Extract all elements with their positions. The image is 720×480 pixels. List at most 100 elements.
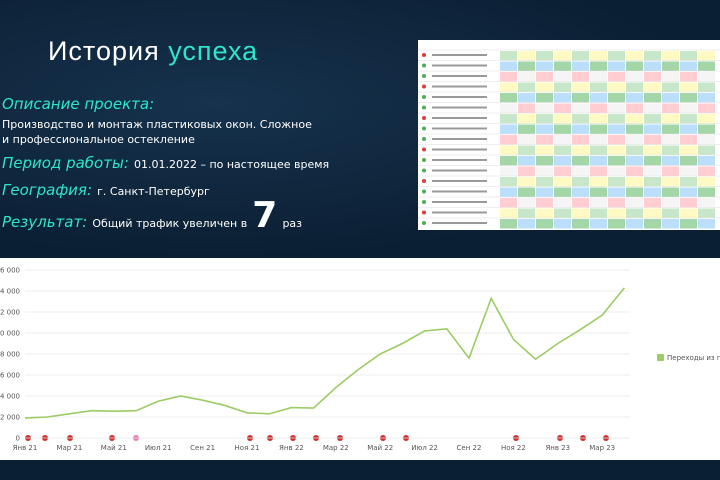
table-cell (662, 156, 679, 166)
table-cell (698, 93, 715, 103)
table-cell (518, 145, 535, 155)
table-cell (698, 145, 715, 155)
table-icon (422, 221, 426, 225)
table-cell (572, 145, 589, 155)
table-cell (698, 135, 715, 145)
number: 7 (252, 195, 278, 236)
table-cell (626, 103, 643, 113)
detail: География: г. Санкт-Петербург (2, 180, 402, 199)
table-cell (680, 208, 697, 218)
table-icon (422, 189, 426, 194)
table-cell (518, 198, 535, 208)
table-cell (662, 93, 679, 103)
table-cell (680, 61, 697, 71)
table-cell (698, 198, 715, 208)
table-icon (422, 158, 426, 162)
table-cell (590, 103, 607, 113)
table-cell (608, 72, 625, 82)
table-cell (500, 219, 517, 229)
table-cell (662, 208, 679, 218)
table-cell (608, 166, 625, 176)
table-cell (536, 61, 553, 71)
table-cell (500, 103, 517, 113)
table-cell (500, 124, 517, 134)
y-tick-label: 14 000 (0, 288, 20, 296)
table-text (432, 75, 487, 77)
table-cell (644, 103, 661, 113)
table-cell (536, 82, 553, 92)
table-cell (500, 177, 517, 187)
table-cell (518, 124, 535, 134)
table-cell (644, 114, 661, 124)
table-icon (422, 137, 426, 141)
table-cell (536, 114, 553, 124)
table-cell (680, 198, 697, 208)
table-cell (698, 124, 715, 134)
table-cell (590, 114, 607, 124)
table-cell (590, 93, 607, 103)
table-cell (644, 135, 661, 145)
table-cell (626, 93, 643, 103)
detail: Период работы: 01.01.2022 – по настоящее… (2, 153, 402, 172)
table-cell (680, 124, 697, 134)
y-tick-label: 12 000 (0, 309, 20, 317)
table-cell (680, 51, 697, 61)
y-tick-label: 0 (16, 435, 20, 443)
legend-swatch (657, 354, 664, 361)
table-cell (554, 166, 571, 176)
table-cell (680, 145, 697, 155)
table-text (432, 64, 487, 67)
table-text (432, 190, 487, 193)
table-cell (554, 93, 571, 103)
table-cell (554, 51, 571, 61)
table-cell (590, 219, 607, 229)
table-screenshot (418, 40, 720, 230)
table-cell (662, 72, 679, 82)
table-cell (626, 51, 643, 61)
table-cell (608, 187, 625, 197)
table-cell (536, 208, 553, 218)
table-cell (572, 177, 589, 187)
table-text (432, 180, 487, 182)
table-cell (680, 156, 697, 166)
x-tick-label: Мар 22 (323, 444, 349, 452)
y-tick-label: 16 000 (0, 267, 20, 275)
table-cell (680, 72, 697, 82)
table-icon (422, 210, 426, 215)
table-cell (572, 198, 589, 208)
table-cell (500, 93, 517, 103)
table-cell (536, 156, 553, 166)
y-tick-label: 2 000 (0, 414, 20, 422)
table-cell (608, 51, 625, 61)
table-cell (500, 114, 517, 124)
table-cell (554, 124, 571, 134)
table-text (432, 148, 487, 151)
table-cell (518, 114, 535, 124)
x-tick-label: Янв 21 (13, 444, 38, 452)
table-cell (680, 166, 697, 176)
table-cell (698, 103, 715, 113)
x-tick-label: Сен 22 (457, 444, 482, 452)
table-cell (536, 177, 553, 187)
table-icon (422, 63, 426, 68)
table-cell (662, 103, 679, 113)
table-cell (518, 187, 535, 197)
text: раз (282, 217, 303, 230)
table-cell (608, 114, 625, 124)
table-cell (536, 198, 553, 208)
table-cell (518, 103, 535, 113)
table-cell (572, 187, 589, 197)
table-cell (608, 198, 625, 208)
table-text (432, 106, 487, 109)
table-cell (662, 114, 679, 124)
table-icon (422, 147, 426, 152)
table-icon (422, 105, 426, 110)
table-cell (500, 166, 517, 176)
table-cell (608, 124, 625, 134)
table-cell (518, 72, 535, 82)
text: 01.01.2022 – по настоящее время (133, 158, 330, 171)
line-series (24, 287, 626, 419)
table-cell (662, 82, 679, 92)
table-cell (662, 219, 679, 229)
table-cell (500, 187, 517, 197)
